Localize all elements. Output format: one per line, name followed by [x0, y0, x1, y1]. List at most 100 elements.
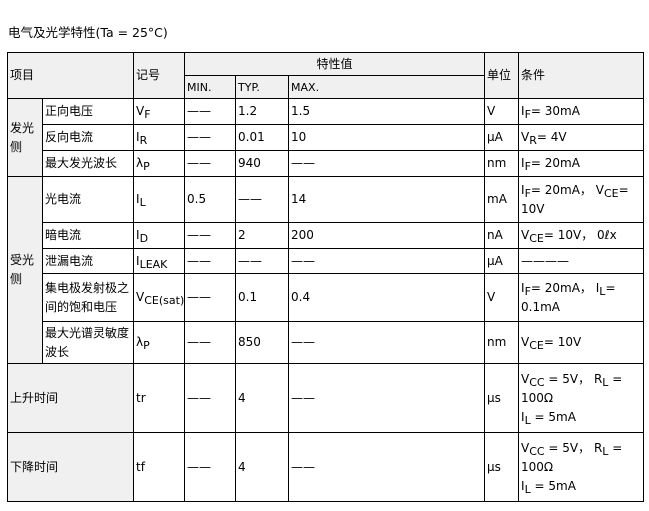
table-row: 下降时间 tf —— 4 —— μs VCC = 5V， RL = 100Ω IL = 5mA — [6, 432, 645, 502]
text-segment: V — [521, 371, 530, 386]
subscript: L — [139, 196, 146, 209]
max-value: —— — [288, 321, 486, 364]
condition-line: IL = 5mA — [521, 477, 641, 496]
table-row: 泄漏电流 ILEAK —— —— —— μA ———— — [8, 248, 645, 274]
text-segment: = 20mA， V — [530, 182, 604, 197]
max-value: —— — [288, 432, 486, 502]
header-symbol: 记号 — [133, 52, 186, 99]
text-segment: = 10V， 0ℓx — [543, 228, 617, 242]
subscript: L — [524, 482, 531, 496]
unit-value: nm — [484, 321, 520, 364]
table-row: 最大光谱灵敏度波长 λP —— 850 —— nm VCE= 10V — [8, 321, 645, 364]
symbol: VF — [133, 98, 186, 125]
header-item: 项目 — [6, 52, 135, 99]
typ-value: 0.01 — [235, 124, 290, 151]
group-label: 受光侧 — [7, 176, 43, 364]
header-max: MAX. — [288, 75, 486, 99]
condition: IF= 30mA — [518, 98, 645, 125]
max-value: —— — [288, 150, 486, 177]
text-segment: I — [521, 182, 525, 197]
text-segment: = — [618, 182, 629, 197]
min-value: —— — [184, 150, 237, 177]
text-segment: I — [521, 478, 525, 493]
text-segment: I — [521, 104, 525, 118]
text-segment: V — [521, 335, 530, 349]
text-segment: ———— — [521, 253, 570, 268]
min-value: —— — [184, 248, 237, 274]
item-name: 光电流 — [41, 176, 135, 223]
condition-line: IF= 20mA — [521, 154, 641, 173]
subscript: CC — [529, 375, 545, 389]
text-segment: λ — [136, 156, 144, 170]
subscript: D — [139, 232, 149, 245]
text-segment: 100Ω — [521, 390, 554, 405]
subscript: F — [524, 108, 531, 121]
condition: IF= 20mA， IL= 0.1mA — [518, 273, 645, 322]
condition-line: ———— — [521, 252, 641, 271]
min-value: —— — [184, 321, 237, 364]
typ-value: 940 — [235, 150, 290, 177]
subscript: F — [524, 284, 531, 298]
subscript: L — [602, 444, 609, 458]
text-segment: = 5mA — [530, 409, 576, 424]
text-segment: V — [521, 228, 530, 242]
symbol: IL — [133, 176, 186, 223]
item-name: 暗电流 — [41, 222, 135, 249]
text-segment: V — [521, 130, 530, 144]
condition: ———— — [518, 248, 645, 274]
subscript: CE — [529, 232, 544, 245]
subscript: F — [524, 186, 531, 200]
unit-value: nm — [484, 150, 520, 177]
section-title: 电气及光学特性(Ta = 25°C) — [8, 25, 168, 40]
subscript: CE — [529, 339, 544, 352]
subscript: P — [143, 160, 150, 173]
symbol: λP — [133, 321, 186, 364]
unit-value: V — [484, 98, 520, 125]
text-segment: = 5V， R — [544, 371, 603, 386]
text-segment: V — [521, 440, 530, 455]
condition-line: VR= 4V — [521, 128, 641, 147]
subscript: CE(sat) — [144, 294, 185, 307]
min-value: —— — [184, 432, 237, 502]
text-segment: = — [608, 371, 623, 386]
header-min: MIN. — [184, 75, 237, 99]
text-segment: = 5mA — [530, 478, 576, 493]
header-condition: 条件 — [518, 52, 645, 99]
item-name: 泄漏电流 — [41, 248, 135, 274]
text-segment: = 20mA， I — [530, 280, 600, 295]
text-segment: = 30mA — [530, 104, 580, 118]
subscript: L — [599, 284, 606, 298]
subscript: L — [524, 413, 531, 427]
text-segment: 0.1mA — [521, 299, 560, 314]
typ-value: 850 — [235, 321, 290, 364]
condition-line: IF= 20mA， VCE= — [521, 181, 641, 200]
min-value: —— — [184, 222, 237, 249]
symbol: ID — [133, 222, 186, 249]
text-segment: tf — [136, 459, 145, 474]
header-values: 特性值 — [184, 52, 486, 76]
text-segment: 10V — [521, 201, 545, 216]
condition-line: IF= 30mA — [521, 102, 641, 121]
condition-line: VCC = 5V， RL = — [521, 370, 641, 389]
unit-value: mA — [484, 176, 520, 223]
unit-value: nA — [484, 222, 520, 249]
table-row: 反向电流 IR —— 0.01 10 μA VR= 4V — [8, 124, 645, 151]
max-value: 10 — [288, 124, 486, 151]
text-segment: tr — [136, 390, 146, 405]
condition: VR= 4V — [518, 124, 645, 151]
table-row: 集电极发射极之间的饱和电压 VCE(sat) —— 0.1 0.4 V IF= 20mA， … — [8, 273, 645, 322]
min-value: —— — [184, 363, 237, 433]
max-value: 0.4 — [288, 273, 486, 322]
text-segment: I — [136, 228, 140, 242]
text-segment: I — [521, 409, 525, 424]
subscript: P — [143, 339, 150, 352]
item-name: 反向电流 — [41, 124, 135, 151]
table-row: 暗电流 ID —— 2 200 nA VCE= 10V， 0ℓx — [8, 222, 645, 249]
condition-line: IF= 20mA， IL= — [521, 279, 641, 298]
condition: VCC = 5V， RL = 100Ω IL = 5mA — [518, 432, 645, 502]
text-segment: I — [521, 156, 525, 170]
condition-line: 10V — [521, 200, 641, 219]
subscript: CC — [529, 444, 545, 458]
condition-line: VCE= 10V， 0ℓx — [521, 226, 641, 245]
unit-value: μs — [484, 363, 520, 433]
